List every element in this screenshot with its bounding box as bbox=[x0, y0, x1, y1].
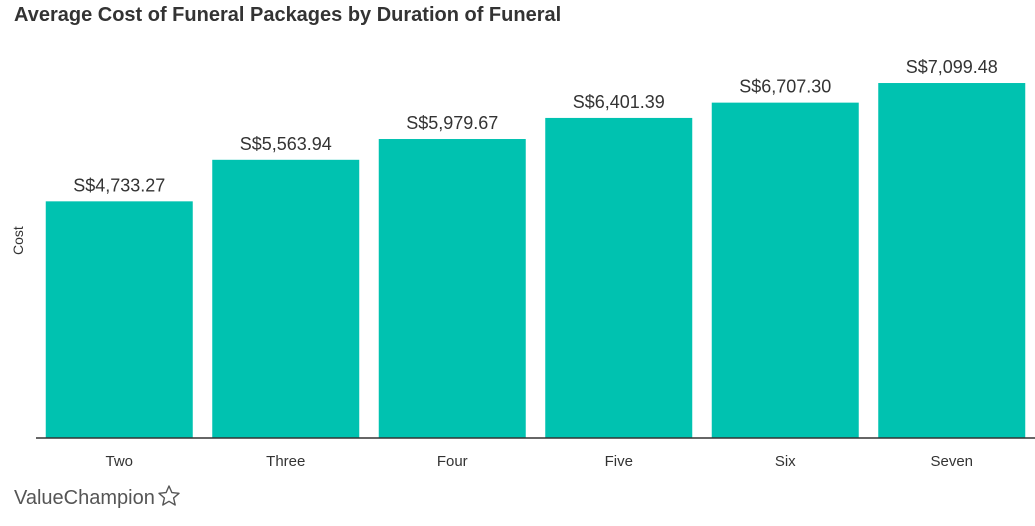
brand-logo: ValueChampion bbox=[14, 484, 181, 510]
x-tick-label-seven: Seven bbox=[930, 453, 973, 470]
bar-five bbox=[545, 117, 693, 439]
data-label-two: S$4,733.27 bbox=[73, 175, 165, 195]
bar-three bbox=[212, 159, 360, 439]
x-tick-label-three: Three bbox=[266, 453, 305, 470]
x-tick-label-six: Six bbox=[775, 453, 796, 470]
x-tick-label-two: Two bbox=[105, 453, 133, 470]
brand-logo-text: ValueChampion bbox=[14, 487, 155, 509]
star-outline-icon bbox=[158, 485, 180, 506]
data-labels-group: S$4,733.27 S$5,563.94 S$5,979.67 S$6,401.39… bbox=[73, 57, 998, 195]
data-label-five: S$6,401.39 bbox=[573, 92, 665, 112]
data-label-four: S$5,979.67 bbox=[406, 113, 498, 133]
data-label-six: S$6,707.30 bbox=[739, 77, 831, 97]
bar-four bbox=[378, 139, 526, 439]
bar-two bbox=[45, 201, 193, 438]
data-label-three: S$5,563.94 bbox=[240, 134, 332, 154]
data-label-seven: S$7,099.48 bbox=[906, 57, 998, 77]
bar-six bbox=[711, 102, 859, 438]
x-tick-labels-group: Two Three Four Five Six Seven bbox=[105, 453, 973, 470]
x-tick-label-five: Five bbox=[605, 453, 633, 470]
x-tick-label-four: Four bbox=[437, 453, 468, 470]
chart-title: Average Cost of Funeral Packages by Dura… bbox=[14, 4, 562, 26]
bar-seven bbox=[878, 83, 1026, 438]
bars-group bbox=[45, 83, 1026, 439]
